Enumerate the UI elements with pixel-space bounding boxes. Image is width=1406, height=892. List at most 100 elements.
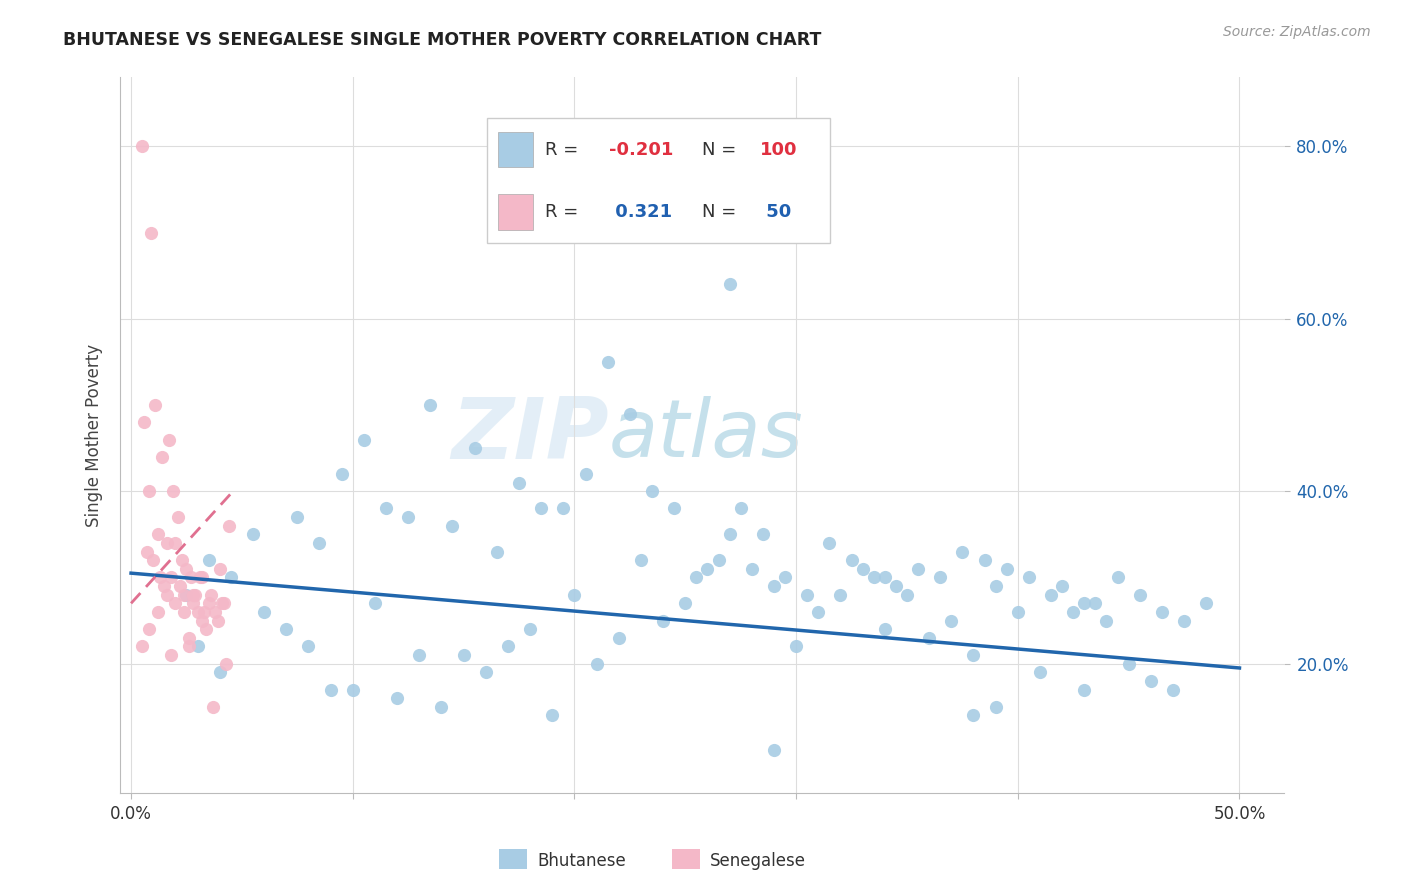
Point — [150, 450, 173, 464]
Point — [146, 605, 169, 619]
Point — [852, 562, 875, 576]
Point — [242, 527, 264, 541]
Point — [1073, 682, 1095, 697]
Point — [641, 484, 664, 499]
Point — [1029, 665, 1052, 680]
Point — [841, 553, 863, 567]
Point — [485, 544, 508, 558]
Point — [652, 614, 675, 628]
Point — [181, 596, 204, 610]
Point — [1095, 614, 1118, 628]
Point — [884, 579, 907, 593]
Point — [342, 682, 364, 697]
Point — [685, 570, 707, 584]
Point — [319, 682, 342, 697]
Point — [762, 579, 785, 593]
Point — [1161, 682, 1184, 697]
Point — [162, 484, 184, 499]
Point — [862, 570, 884, 584]
Point — [1018, 570, 1040, 584]
Point — [207, 614, 229, 628]
Point — [995, 562, 1018, 576]
Point — [973, 553, 995, 567]
Point — [1062, 605, 1084, 619]
Point — [187, 605, 209, 619]
Point — [204, 605, 226, 619]
Point — [818, 536, 841, 550]
Point — [918, 631, 941, 645]
Point — [396, 510, 419, 524]
Point — [149, 570, 172, 584]
Point — [218, 518, 240, 533]
Point — [142, 553, 165, 567]
Point — [191, 614, 214, 628]
Point — [138, 622, 160, 636]
Point — [200, 588, 222, 602]
Point — [146, 527, 169, 541]
Point — [169, 579, 191, 593]
Point — [139, 226, 162, 240]
Text: BHUTANESE VS SENEGALESE SINGLE MOTHER POVERTY CORRELATION CHART: BHUTANESE VS SENEGALESE SINGLE MOTHER PO… — [63, 31, 821, 49]
Point — [177, 640, 200, 654]
Point — [707, 553, 730, 567]
Point — [276, 622, 298, 636]
Point — [385, 691, 408, 706]
Point — [419, 398, 441, 412]
Point — [430, 699, 453, 714]
Point — [1107, 570, 1129, 584]
Point — [166, 510, 188, 524]
Point — [696, 562, 718, 576]
Point — [170, 553, 193, 567]
Point — [619, 407, 641, 421]
Point — [1129, 588, 1152, 602]
Point — [773, 570, 796, 584]
Point — [134, 415, 156, 429]
Text: ZIP: ZIP — [451, 393, 609, 476]
Point — [145, 398, 167, 412]
Point — [941, 614, 963, 628]
Point — [441, 518, 464, 533]
Point — [873, 622, 896, 636]
Text: N =: N = — [702, 203, 742, 221]
Point — [564, 588, 586, 602]
Point — [907, 562, 929, 576]
Point — [873, 570, 896, 584]
Point — [1173, 614, 1195, 628]
Point — [176, 588, 198, 602]
Point — [929, 570, 952, 584]
Point — [596, 355, 619, 369]
Point — [131, 139, 153, 153]
Point — [1195, 596, 1218, 610]
Point — [796, 588, 818, 602]
Point — [962, 708, 984, 723]
Point — [664, 501, 686, 516]
Point — [160, 648, 183, 662]
Point — [181, 588, 204, 602]
Point — [202, 699, 225, 714]
Point — [353, 433, 375, 447]
Point — [187, 640, 209, 654]
Text: 100: 100 — [761, 141, 797, 159]
Text: N =: N = — [702, 141, 742, 159]
FancyBboxPatch shape — [498, 194, 533, 230]
Point — [160, 570, 183, 584]
Point — [208, 665, 231, 680]
Point — [165, 596, 187, 610]
Point — [1084, 596, 1107, 610]
Point — [896, 588, 918, 602]
Point — [496, 640, 519, 654]
Point — [1073, 596, 1095, 610]
Point — [830, 588, 852, 602]
Point — [211, 596, 233, 610]
Point — [308, 536, 330, 550]
Point — [184, 588, 207, 602]
Point — [574, 467, 596, 481]
Point — [131, 640, 153, 654]
Point — [519, 622, 541, 636]
Point — [197, 553, 219, 567]
Point — [176, 562, 198, 576]
Point — [173, 605, 195, 619]
Point — [408, 648, 430, 662]
Point — [219, 570, 242, 584]
Point — [807, 605, 830, 619]
